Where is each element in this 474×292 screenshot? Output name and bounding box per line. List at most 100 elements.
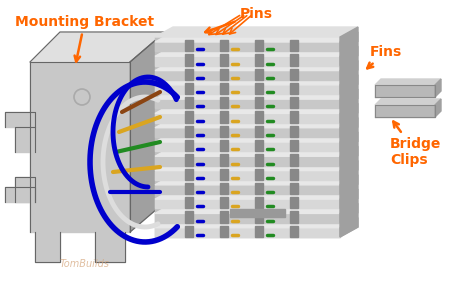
Polygon shape (185, 140, 193, 151)
Polygon shape (185, 97, 193, 108)
Text: Bridge
Clips: Bridge Clips (390, 121, 441, 167)
Polygon shape (15, 177, 35, 202)
Polygon shape (185, 168, 193, 180)
Polygon shape (290, 97, 298, 108)
Polygon shape (290, 154, 298, 166)
Polygon shape (255, 97, 263, 108)
Polygon shape (185, 183, 193, 194)
Polygon shape (220, 69, 228, 80)
Polygon shape (155, 46, 358, 56)
Polygon shape (155, 42, 340, 51)
Polygon shape (155, 175, 358, 185)
Polygon shape (155, 37, 340, 237)
Polygon shape (155, 185, 340, 194)
Polygon shape (290, 183, 298, 194)
Polygon shape (220, 226, 228, 237)
Polygon shape (220, 197, 228, 208)
Polygon shape (155, 171, 340, 180)
Polygon shape (155, 60, 358, 71)
Polygon shape (375, 105, 435, 117)
Polygon shape (155, 75, 358, 85)
Polygon shape (290, 226, 298, 237)
Polygon shape (155, 103, 358, 113)
Polygon shape (185, 112, 193, 123)
Polygon shape (290, 126, 298, 137)
Polygon shape (340, 132, 358, 151)
Polygon shape (155, 213, 340, 223)
Polygon shape (30, 32, 165, 62)
Polygon shape (290, 197, 298, 208)
Polygon shape (255, 197, 263, 208)
Text: Mounting Bracket: Mounting Bracket (15, 15, 154, 62)
Polygon shape (255, 183, 263, 194)
Polygon shape (220, 83, 228, 94)
Polygon shape (435, 79, 441, 97)
Polygon shape (155, 132, 358, 142)
Polygon shape (375, 99, 441, 105)
Polygon shape (5, 187, 35, 202)
Polygon shape (155, 156, 340, 166)
Polygon shape (155, 32, 358, 42)
Polygon shape (220, 54, 228, 66)
Polygon shape (340, 161, 358, 180)
Polygon shape (185, 226, 193, 237)
Polygon shape (220, 112, 228, 123)
Polygon shape (155, 99, 340, 108)
Polygon shape (95, 232, 125, 262)
Polygon shape (340, 103, 358, 123)
Polygon shape (340, 75, 358, 94)
Polygon shape (185, 54, 193, 66)
Polygon shape (255, 112, 263, 123)
Polygon shape (340, 175, 358, 194)
Polygon shape (155, 142, 340, 151)
Polygon shape (155, 89, 358, 99)
Polygon shape (340, 60, 358, 80)
Polygon shape (130, 32, 165, 232)
Polygon shape (255, 140, 263, 151)
Polygon shape (255, 40, 263, 51)
Polygon shape (155, 228, 340, 237)
Polygon shape (155, 56, 340, 66)
Polygon shape (375, 85, 435, 97)
Polygon shape (35, 232, 60, 262)
Polygon shape (255, 126, 263, 137)
Polygon shape (155, 146, 358, 156)
Polygon shape (220, 154, 228, 166)
Polygon shape (185, 211, 193, 223)
Polygon shape (255, 154, 263, 166)
Polygon shape (290, 54, 298, 66)
Polygon shape (220, 126, 228, 137)
Polygon shape (340, 27, 358, 237)
Polygon shape (185, 154, 193, 166)
Polygon shape (435, 99, 441, 117)
Polygon shape (340, 46, 358, 66)
Polygon shape (290, 211, 298, 223)
Polygon shape (340, 118, 358, 137)
Polygon shape (155, 204, 358, 213)
Polygon shape (155, 189, 358, 199)
Text: Pins: Pins (205, 7, 273, 33)
Polygon shape (290, 40, 298, 51)
Polygon shape (340, 189, 358, 208)
Polygon shape (340, 204, 358, 223)
Polygon shape (255, 211, 263, 223)
Text: Fins: Fins (367, 45, 402, 68)
Polygon shape (290, 69, 298, 80)
Polygon shape (185, 83, 193, 94)
Polygon shape (220, 140, 228, 151)
Polygon shape (290, 168, 298, 180)
Polygon shape (155, 128, 340, 137)
Polygon shape (340, 89, 358, 108)
Polygon shape (30, 62, 130, 232)
Polygon shape (220, 40, 228, 51)
Polygon shape (290, 112, 298, 123)
Polygon shape (185, 69, 193, 80)
Polygon shape (290, 83, 298, 94)
Polygon shape (255, 226, 263, 237)
Polygon shape (255, 168, 263, 180)
Polygon shape (155, 27, 358, 37)
Polygon shape (155, 199, 340, 208)
Polygon shape (155, 71, 340, 80)
Polygon shape (155, 85, 340, 94)
Polygon shape (220, 211, 228, 223)
